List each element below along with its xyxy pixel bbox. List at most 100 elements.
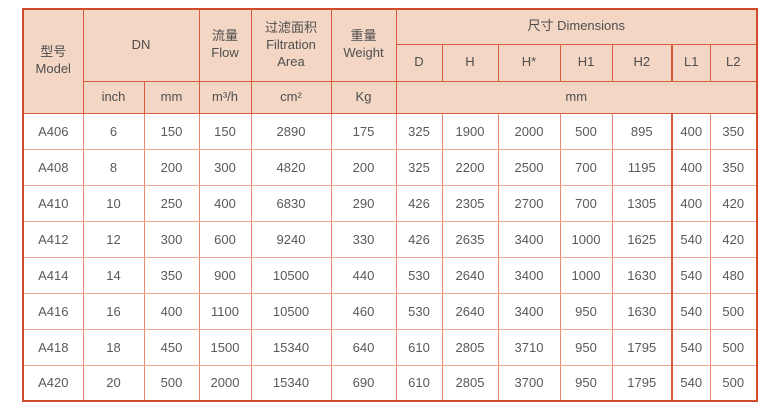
table-row: A412 12 300 600 9240 330 426 2635 3400 1000 1625 54… <box>22 220 758 258</box>
value-cell: 1795 <box>611 328 673 366</box>
header-weight: 重量 Weight <box>330 8 397 82</box>
value-cell: 950 <box>559 364 613 402</box>
value-cell: 460 <box>330 292 397 330</box>
value-cell: 2000 <box>497 112 561 150</box>
value-cell: 300 <box>198 148 252 186</box>
value-cell: 18 <box>82 328 145 366</box>
model-cell: A420 <box>22 364 84 402</box>
value-cell: 640 <box>330 328 397 366</box>
table-row: A406 6 150 150 2890 175 325 1900 2000 500 895 400 35… <box>22 112 758 150</box>
header-dim-h1: H1 <box>559 43 613 82</box>
value-cell: 450 <box>143 328 200 366</box>
value-cell: 1000 <box>559 256 613 294</box>
value-cell: 500 <box>709 328 758 366</box>
value-cell: 175 <box>330 112 397 150</box>
value-cell: 480 <box>709 256 758 294</box>
unit-flow: m³/h <box>198 80 252 114</box>
value-cell: 150 <box>143 112 200 150</box>
header-dim-hstar: H* <box>497 43 561 82</box>
value-cell: 426 <box>395 184 443 222</box>
value-cell: 6 <box>82 112 145 150</box>
value-cell: 12 <box>82 220 145 258</box>
value-cell: 2640 <box>441 292 499 330</box>
value-cell: 1630 <box>611 256 673 294</box>
value-cell: 1625 <box>611 220 673 258</box>
value-cell: 2305 <box>441 184 499 222</box>
value-cell: 200 <box>143 148 200 186</box>
header-dim-l1: L1 <box>671 43 711 82</box>
header-row-groups: 型号 Model DN 流量 Flow 过滤面积 Filtration Area… <box>22 8 758 114</box>
value-cell: 2000 <box>198 364 252 402</box>
value-cell: 500 <box>709 292 758 330</box>
value-cell: 250 <box>143 184 200 222</box>
value-cell: 4820 <box>250 148 332 186</box>
model-cell: A414 <box>22 256 84 294</box>
table-row: A420 20 500 2000 15340 690 610 2805 3700 950 1795 5… <box>22 364 758 402</box>
value-cell: 14 <box>82 256 145 294</box>
model-cell: A406 <box>22 112 84 150</box>
value-cell: 530 <box>395 292 443 330</box>
value-cell: 400 <box>671 112 711 150</box>
value-cell: 15340 <box>250 364 332 402</box>
value-cell: 2200 <box>441 148 499 186</box>
value-cell: 420 <box>709 220 758 258</box>
value-cell: 200 <box>330 148 397 186</box>
value-cell: 2635 <box>441 220 499 258</box>
value-cell: 350 <box>709 112 758 150</box>
value-cell: 325 <box>395 112 443 150</box>
header-dim-h: H <box>441 43 499 82</box>
header-flow: 流量 Flow <box>198 8 252 82</box>
value-cell: 530 <box>395 256 443 294</box>
value-cell: 300 <box>143 220 200 258</box>
value-cell: 500 <box>709 364 758 402</box>
value-cell: 1900 <box>441 112 499 150</box>
header-model: 型号 Model <box>22 8 84 114</box>
value-cell: 540 <box>671 256 711 294</box>
value-cell: 150 <box>198 112 252 150</box>
value-cell: 400 <box>671 148 711 186</box>
value-cell: 600 <box>198 220 252 258</box>
value-cell: 540 <box>671 220 711 258</box>
value-cell: 1630 <box>611 292 673 330</box>
value-cell: 325 <box>395 148 443 186</box>
value-cell: 540 <box>671 328 711 366</box>
header-filtration-area: 过滤面积 Filtration Area <box>250 8 332 82</box>
value-cell: 10500 <box>250 292 332 330</box>
table-row: A414 14 350 900 10500 440 530 2640 3400 1000 1630 5… <box>22 256 758 294</box>
value-cell: 290 <box>330 184 397 222</box>
unit-dimensions: mm <box>395 80 758 114</box>
table-row: A416 16 400 1100 10500 460 530 2640 3400 950 1630 5… <box>22 292 758 330</box>
unit-filtration-area: cm² <box>250 80 332 114</box>
value-cell: 1195 <box>611 148 673 186</box>
value-cell: 700 <box>559 148 613 186</box>
value-cell: 420 <box>709 184 758 222</box>
value-cell: 10 <box>82 184 145 222</box>
table-row: A410 10 250 400 6830 290 426 2305 2700 700 1305 400… <box>22 184 758 222</box>
value-cell: 16 <box>82 292 145 330</box>
header-row-units: inch mm m³/h cm² Kg mm <box>23 80 758 114</box>
value-cell: 2500 <box>497 148 561 186</box>
value-cell: 690 <box>330 364 397 402</box>
value-cell: 1305 <box>611 184 673 222</box>
value-cell: 8 <box>82 148 145 186</box>
value-cell: 950 <box>559 328 613 366</box>
value-cell: 610 <box>395 364 443 402</box>
value-cell: 500 <box>143 364 200 402</box>
value-cell: 400 <box>143 292 200 330</box>
header-dimensions: 尺寸 Dimensions <box>395 8 758 45</box>
table-body: A406 6 150 150 2890 175 325 1900 2000 500 895 400 35… <box>22 112 758 402</box>
value-cell: 400 <box>198 184 252 222</box>
value-cell: 700 <box>559 184 613 222</box>
model-cell: A418 <box>22 328 84 366</box>
value-cell: 440 <box>330 256 397 294</box>
value-cell: 950 <box>559 292 613 330</box>
value-cell: 10500 <box>250 256 332 294</box>
value-cell: 20 <box>82 364 145 402</box>
value-cell: 15340 <box>250 328 332 366</box>
header-dim-d: D <box>395 43 443 82</box>
value-cell: 2700 <box>497 184 561 222</box>
value-cell: 2640 <box>441 256 499 294</box>
model-cell: A408 <box>22 148 84 186</box>
value-cell: 400 <box>671 184 711 222</box>
value-cell: 610 <box>395 328 443 366</box>
